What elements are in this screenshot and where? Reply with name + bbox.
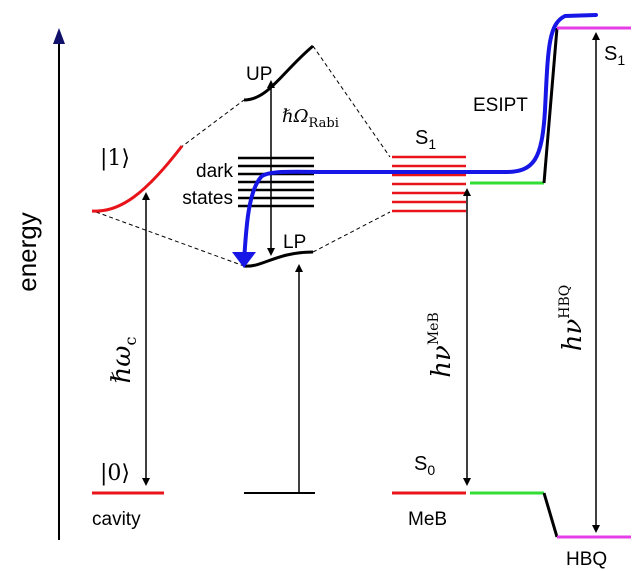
meb-s1-sub: 1 — [428, 136, 436, 152]
relaxation-path-group — [232, 13, 598, 268]
meb-s0-sub: 0 — [427, 462, 435, 478]
lp-label: LP — [283, 232, 306, 253]
hnu-meb-sup: MeB — [426, 312, 442, 345]
hbq-ground-transition-line — [542, 492, 559, 538]
cavity-state-1-level — [91, 145, 184, 213]
hnu-hbq-sup: HBQ — [557, 285, 573, 319]
up-label: UP — [246, 64, 272, 85]
meb-label: MeB — [408, 509, 447, 530]
meb-s1-sublevels — [392, 155, 466, 213]
hbar-omega-c-label: ℏωc — [107, 337, 140, 384]
upper-polariton-level — [243, 44, 314, 102]
rabi-frequency-main: ℏΩ — [282, 106, 309, 127]
esipt-transition-line — [542, 27, 559, 184]
meb-column: S1 S0 MeB hνMeB — [392, 127, 471, 530]
esipt-label: ESIPT — [473, 95, 528, 116]
cavity-label: cavity — [92, 509, 141, 530]
hbq-s1-main: S — [604, 43, 617, 65]
lower-polariton-level — [243, 250, 314, 268]
hbq-label: HBQ — [566, 549, 607, 570]
rabi-frequency-sub: Rabi — [309, 116, 339, 131]
dashed-connector-lp-s1 — [312, 211, 391, 253]
dashed-connector-cavity-up — [179, 99, 245, 149]
dashed-connector-up-s1 — [312, 45, 391, 158]
ket-0-label: |0⟩ — [100, 461, 130, 486]
polariton-column: UP LP dark states ℏΩRabi — [182, 44, 339, 494]
hbq-column: ESIPT S1 HBQ hνHBQ — [470, 26, 631, 570]
hnu-meb-label: hνMeB — [426, 312, 457, 377]
hbar-omega-c-main: ℏω — [107, 346, 137, 384]
dashed-connector-cavity-lp — [95, 211, 245, 267]
hnu-hbq-label: hνHBQ — [557, 285, 588, 352]
ket-1-label: |1⟩ — [100, 146, 130, 171]
meb-s0-main: S — [414, 453, 427, 475]
meb-s1-main: S — [415, 127, 428, 149]
relaxation-path — [242, 13, 598, 264]
dashed-connectors — [95, 45, 391, 267]
relaxation-arrowhead — [232, 252, 256, 268]
hnu-hbq-main: hν — [558, 319, 588, 352]
dark-states-label-line2: states — [182, 188, 233, 209]
rabi-frequency-label: ℏΩRabi — [282, 106, 339, 131]
hbq-s1-label: S1 — [604, 43, 625, 68]
meb-s0-label: S0 — [414, 453, 435, 478]
energy-axis-label: energy — [12, 212, 42, 292]
hnu-meb-main: hν — [427, 345, 457, 378]
meb-s1-label: S1 — [415, 127, 436, 152]
hbar-omega-c-sub: c — [121, 337, 140, 346]
cavity-column: |1⟩ |0⟩ cavity ℏωc — [91, 145, 184, 530]
hbq-s1-sub: 1 — [617, 52, 625, 68]
dark-states-label-line1: dark — [196, 161, 233, 182]
energy-axis: energy — [12, 28, 65, 540]
energy-axis-arrowhead — [53, 28, 65, 44]
